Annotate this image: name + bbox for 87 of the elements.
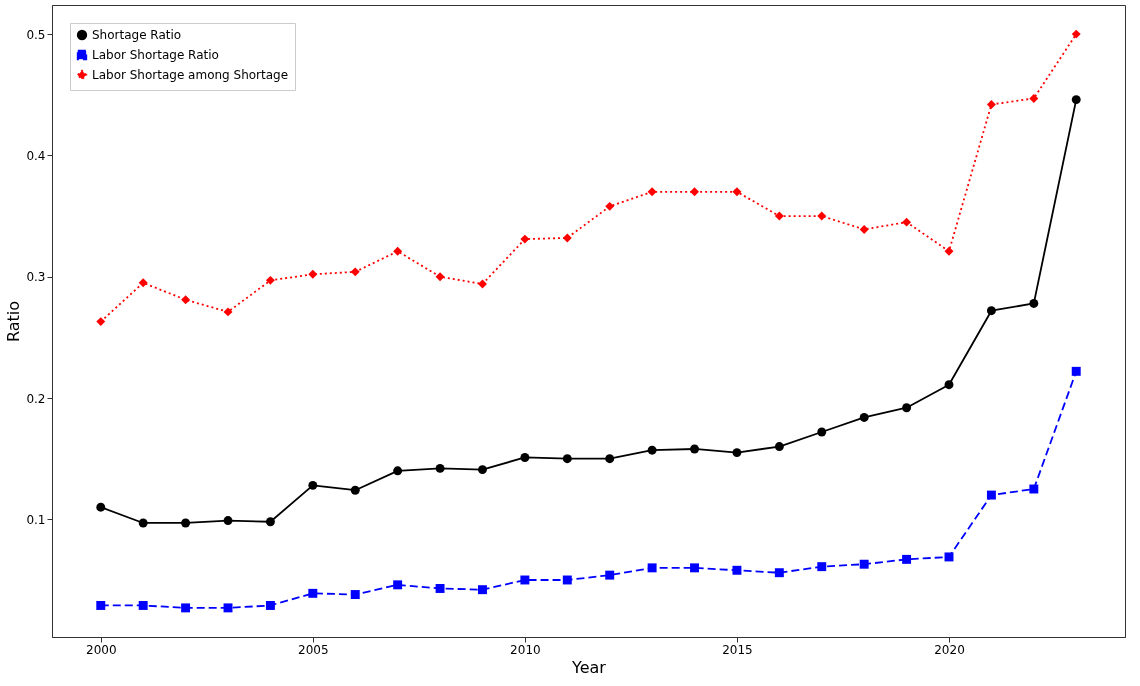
point [605,570,615,580]
point [265,517,275,527]
point [96,502,106,512]
point [520,234,530,244]
point [350,590,360,600]
point [308,588,318,598]
point [350,267,360,277]
point [647,563,657,573]
point [478,465,487,475]
y-tick-label: 0.3 [26,270,46,285]
point [690,444,699,454]
point [1029,93,1039,103]
point [562,233,572,243]
point [647,187,657,197]
point [393,246,403,256]
point [435,584,445,593]
point [986,490,996,500]
point [817,427,827,437]
point [902,217,912,227]
point [138,600,148,610]
point [859,559,869,569]
point [393,580,403,590]
point [350,485,360,495]
point [902,554,912,564]
point [478,279,487,289]
point [562,575,572,585]
point [902,403,912,413]
point [817,562,827,572]
point [96,317,106,327]
point [859,224,869,234]
point [181,603,191,613]
point [223,603,233,613]
y-tick-label: 0.5 [26,27,46,42]
point [732,448,742,458]
x-tick-label: 2015 [722,642,753,657]
point [1029,298,1039,308]
point [774,442,784,452]
x-tick-label: 2005 [298,642,329,657]
point [181,518,191,528]
x-tick-label: 2010 [510,642,541,657]
y-tick-label: 0.2 [26,391,46,406]
point [562,454,572,464]
point [520,575,530,585]
point [986,100,996,109]
x-tick-label: 2000 [86,642,117,657]
y-axis-title: Ratio [4,300,24,343]
point [944,246,954,256]
point [647,445,657,455]
legend-label: Shortage Ratio [92,28,182,42]
point [986,306,996,316]
point [181,295,191,305]
point [732,565,742,575]
point [1071,29,1081,39]
point [265,275,275,285]
point [774,568,784,578]
point [817,211,827,221]
point [520,453,530,462]
point [138,518,148,528]
point [223,516,233,526]
point [774,211,784,221]
point [265,600,275,610]
legend-label: Labor Shortage among Shortage [92,68,289,82]
point [1071,366,1081,376]
point [605,454,615,464]
point [690,563,699,573]
y-tick-label: 0.4 [26,148,46,163]
point [690,187,699,197]
point [944,552,954,562]
point [138,278,148,288]
y-tick-label: 0.1 [26,512,46,527]
legend-label: Labor Shortage Ratio [92,48,219,62]
point [435,463,445,473]
point [308,269,318,279]
point [944,380,954,390]
point [308,480,318,490]
point [859,412,869,422]
point [393,466,403,476]
point [1071,95,1081,105]
x-axis-title: Year [571,657,607,677]
point [435,272,445,282]
x-tick-label: 2020 [934,642,965,657]
point [1029,484,1039,494]
point [732,187,742,197]
point [96,600,106,610]
point [478,585,487,595]
point [605,201,615,211]
point [223,307,233,317]
